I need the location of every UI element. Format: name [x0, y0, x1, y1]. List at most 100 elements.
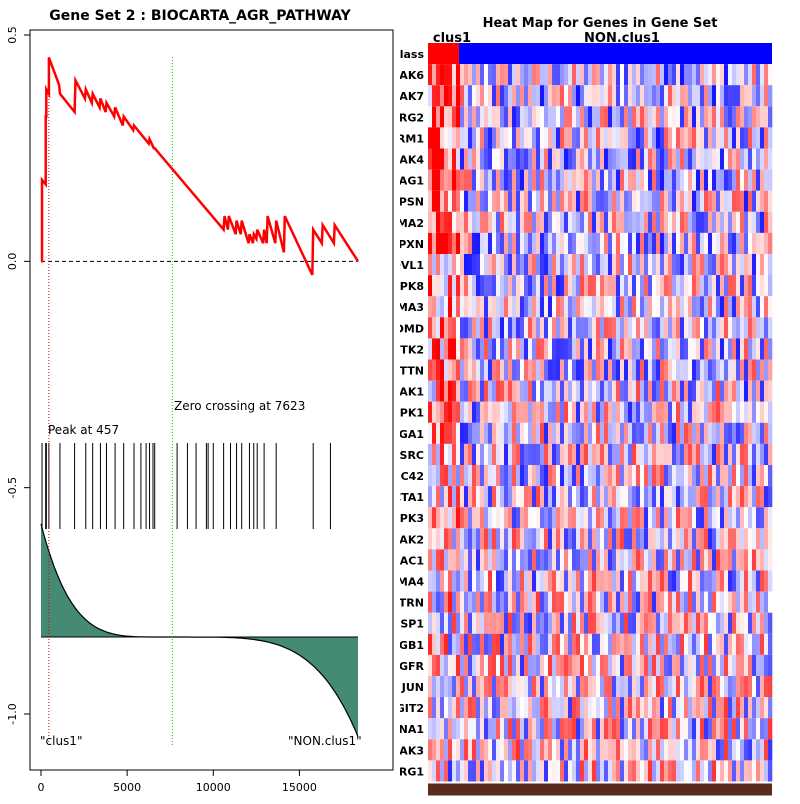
heatmap-cell: [752, 275, 757, 297]
heatmap-cell: [596, 633, 601, 655]
heatmap-cell: [756, 359, 761, 381]
heatmap-cell: [764, 633, 769, 655]
gene-label: DAG1: [400, 175, 424, 188]
heatmap-cell: [516, 275, 521, 297]
heatmap-cell: [768, 190, 773, 212]
heatmap-cell: [496, 169, 501, 191]
heatmap-cell: [508, 676, 513, 698]
heatmap-cell: [444, 380, 449, 402]
heatmap-cell: [636, 739, 641, 761]
heatmap-cell: [580, 317, 585, 339]
heatmap-cell: [444, 486, 449, 508]
heatmap-cell: [520, 570, 525, 592]
heatmap-cell: [460, 127, 465, 149]
heatmap-cell: [600, 148, 605, 170]
heatmap-cell: [764, 507, 769, 529]
heatmap-cell: [488, 275, 493, 297]
heatmap-cell: [756, 549, 761, 571]
heatmap-cell: [648, 106, 653, 128]
heatmap-cell: [428, 739, 433, 761]
heatmap-cell: [636, 401, 641, 423]
heatmap-cell: [540, 612, 545, 634]
heatmap-cell: [588, 317, 593, 339]
heatmap-cell: [432, 443, 437, 465]
heatmap-cell: [696, 486, 701, 508]
heatmap-cell: [592, 359, 597, 381]
heatmap-cell: [500, 591, 505, 613]
heatmap-cell: [476, 380, 481, 402]
heatmap-cell: [432, 338, 437, 360]
heatmap-cell: [744, 760, 749, 782]
heatmap-cell: [520, 676, 525, 698]
heatmap-cell: [744, 465, 749, 487]
heatmap-cell: [724, 232, 729, 254]
heatmap-cell: [604, 549, 609, 571]
heatmap-cell: [704, 507, 709, 529]
heatmap-cell: [488, 338, 493, 360]
heatmap-cell: [640, 317, 645, 339]
heatmap-cell: [472, 317, 477, 339]
heatmap-cell: [684, 654, 689, 676]
heatmap-cell: [596, 211, 601, 233]
heatmap-cell: [664, 739, 669, 761]
heatmap-cell: [744, 633, 749, 655]
heatmap-cell: [520, 127, 525, 149]
heatmap-cell: [624, 654, 629, 676]
heatmap-cell: [668, 211, 673, 233]
heatmap-cell: [496, 64, 501, 86]
heatmap-row: [428, 654, 773, 676]
heatmap-cell: [680, 507, 685, 529]
heatmap-cell: [660, 739, 665, 761]
heatmap-cell: [508, 338, 513, 360]
heatmap-cell: [432, 232, 437, 254]
heatmap-cell: [504, 549, 509, 571]
heatmap-cell: [500, 633, 505, 655]
heatmap-cell: [748, 654, 753, 676]
heatmap-cell: [508, 275, 513, 297]
heatmap-cell: [648, 612, 653, 634]
heatmap-cell: [444, 697, 449, 719]
heatmap-cell: [628, 612, 633, 634]
heatmap-cell: [460, 633, 465, 655]
heatmap-cell: [528, 190, 533, 212]
heatmap-cell: [732, 254, 737, 276]
heatmap-cell: [600, 739, 605, 761]
heatmap-cell: [452, 528, 457, 550]
heatmap-cell: [672, 148, 677, 170]
heatmap-cell: [704, 760, 709, 782]
heatmap-cell: [468, 507, 473, 529]
heatmap-cell: [472, 528, 477, 550]
heatmap-cell: [664, 401, 669, 423]
heatmap-cell: [564, 465, 569, 487]
heatmap-cell: [564, 549, 569, 571]
heatmap-cell: [624, 232, 629, 254]
heatmap-cell: [696, 127, 701, 149]
heatmap-cell: [612, 697, 617, 719]
heatmap-cell: [680, 676, 685, 698]
heatmap-cell: [600, 528, 605, 550]
heatmap-cell: [764, 211, 769, 233]
heatmap-cell: [480, 570, 485, 592]
heatmap-cell: [696, 697, 701, 719]
heatmap-cell: [508, 486, 513, 508]
heatmap-row: [428, 549, 773, 571]
heatmap-cell: [524, 612, 529, 634]
heatmap-cell: [768, 338, 773, 360]
heatmap-cell: [508, 633, 513, 655]
heatmap-cell: [564, 507, 569, 529]
heatmap-cell: [520, 64, 525, 86]
heatmap-cell: [644, 275, 649, 297]
heatmap-cell: [556, 148, 561, 170]
heatmap-cell: [768, 232, 773, 254]
heatmap-cell: [584, 633, 589, 655]
heatmap-cell: [700, 85, 705, 107]
heatmap-cell: [676, 211, 681, 233]
heatmap-cell: [660, 254, 665, 276]
heatmap-cell: [656, 275, 661, 297]
heatmap-cell: [428, 127, 433, 149]
heatmap-cell: [428, 232, 433, 254]
heatmap-cell: [768, 106, 773, 128]
heatmap-cell: [484, 760, 489, 782]
heatmap-cell: [464, 549, 469, 571]
heatmap-cell: [736, 169, 741, 191]
